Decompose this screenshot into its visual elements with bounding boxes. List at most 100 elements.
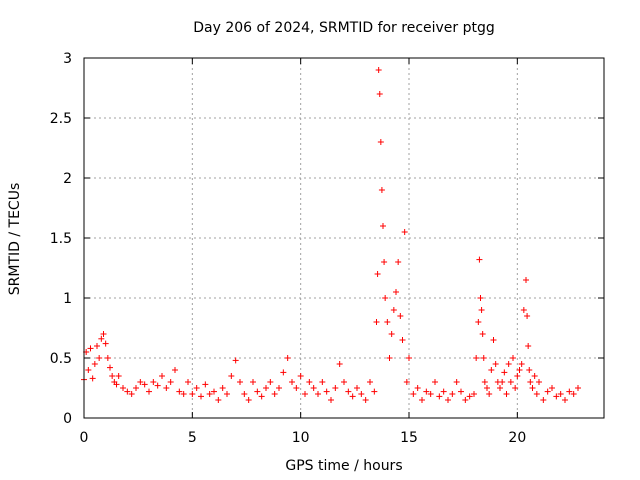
data-point [237, 379, 243, 385]
data-point [341, 379, 347, 385]
data-point [477, 295, 484, 301]
data-point [87, 345, 94, 352]
data-point [432, 379, 438, 385]
data-point [96, 355, 103, 361]
data-point [219, 385, 226, 391]
data-point [466, 393, 473, 400]
data-point [523, 277, 529, 283]
x-tick-label: 5 [188, 430, 197, 446]
data-point [104, 355, 111, 361]
data-point [490, 337, 497, 343]
data-point [403, 379, 410, 385]
data-point [471, 391, 477, 397]
data-point [570, 391, 577, 397]
data-point [553, 393, 560, 400]
data-point [276, 385, 282, 391]
data-point [362, 397, 369, 403]
data-point [349, 393, 356, 400]
data-point [354, 385, 360, 391]
data-point [399, 337, 406, 343]
data-point [141, 381, 148, 388]
data-point [397, 313, 404, 319]
data-point [566, 388, 573, 395]
data-point [497, 385, 503, 391]
data-point [503, 391, 510, 397]
data-point [159, 373, 165, 379]
data-point [289, 379, 295, 385]
data-point [302, 391, 308, 397]
data-points [81, 67, 581, 403]
data-point [263, 385, 269, 391]
y-tick-label: 0 [63, 411, 72, 427]
data-point [473, 355, 480, 361]
x-axis-label: GPS time / hours [285, 458, 402, 474]
data-point [488, 367, 495, 373]
data-point [382, 295, 389, 301]
data-point [107, 364, 113, 371]
data-point [529, 385, 536, 391]
data-point [224, 391, 230, 397]
data-point [315, 391, 321, 397]
data-point [271, 391, 278, 397]
data-point [94, 343, 100, 349]
data-point [423, 388, 430, 395]
y-tick-label: 2.5 [50, 111, 72, 127]
data-point [206, 391, 213, 397]
data-point [401, 229, 408, 235]
data-point [462, 397, 469, 403]
x-tick-label: 20 [508, 430, 526, 446]
data-point [293, 385, 300, 391]
data-point [378, 187, 385, 193]
data-point [91, 361, 98, 367]
data-point [475, 319, 482, 325]
data-point [384, 319, 391, 325]
data-point [507, 379, 514, 385]
data-point [480, 355, 487, 361]
data-point [310, 385, 317, 391]
data-point [146, 388, 152, 395]
data-point [371, 388, 378, 395]
y-tick-label: 1 [63, 291, 72, 307]
x-tick-label: 15 [400, 430, 418, 446]
data-point [215, 397, 222, 403]
data-point [89, 375, 96, 382]
data-point [245, 397, 252, 403]
data-point [124, 388, 131, 395]
data-point [250, 379, 256, 385]
x-tick-label: 10 [292, 430, 310, 446]
y-tick-label: 1.5 [50, 231, 72, 247]
y-tick-label: 0.5 [50, 351, 72, 367]
data-point [501, 369, 508, 376]
data-point [150, 379, 157, 385]
data-point [180, 391, 187, 397]
data-point [115, 373, 122, 379]
data-point [258, 393, 265, 400]
data-point [479, 331, 486, 337]
data-point [514, 373, 521, 379]
data-point [510, 355, 516, 361]
data-point [228, 373, 235, 379]
data-point [280, 369, 287, 376]
data-point [98, 335, 105, 342]
data-point [375, 67, 382, 73]
y-tick-label: 2 [63, 171, 72, 187]
data-point [241, 391, 248, 397]
data-point [527, 379, 534, 385]
data-point [525, 343, 532, 349]
data-point [518, 361, 525, 367]
data-point [486, 391, 493, 397]
data-point [549, 385, 555, 391]
data-point [167, 379, 174, 385]
data-point [414, 385, 421, 391]
data-point [544, 388, 551, 395]
data-point [393, 289, 399, 295]
data-point [284, 355, 291, 361]
y-axis-label: SRMTID / TECUs [7, 183, 23, 296]
data-point [328, 397, 334, 403]
data-point [297, 373, 304, 379]
data-point [524, 313, 531, 319]
data-point [526, 367, 533, 373]
data-point [520, 307, 527, 313]
data-point [531, 373, 538, 379]
data-point [254, 388, 261, 395]
